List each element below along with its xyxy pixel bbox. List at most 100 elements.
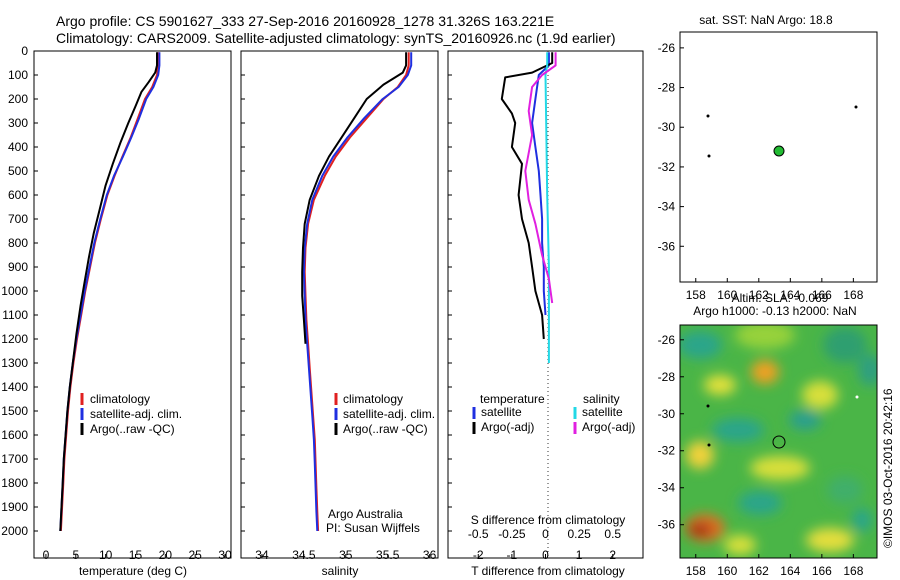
sla-blob bbox=[704, 375, 736, 395]
sla-map-title2: Argo h1000: -0.13 h2000: NaN bbox=[693, 304, 856, 318]
coast-dot bbox=[706, 114, 710, 118]
coast-dot bbox=[854, 105, 858, 109]
lon-tick-label: 168 bbox=[843, 564, 863, 578]
lat-tick-label: -26 bbox=[658, 333, 676, 347]
lat-tick-label: -32 bbox=[658, 444, 676, 458]
temperature-xticks: 0 5 10 15 20 25 30 bbox=[43, 548, 232, 562]
lon-tick-label: 168 bbox=[843, 288, 863, 302]
x-tick-label: 0 bbox=[43, 548, 50, 562]
depth-tick-label: 1100 bbox=[2, 308, 28, 322]
x-tick-label: 25 bbox=[189, 548, 203, 562]
depth-tick-label: 1200 bbox=[1, 332, 28, 346]
depth-tick-label: 2000 bbox=[1, 524, 28, 538]
depth-tick-label: 1700 bbox=[1, 452, 28, 466]
sla-blob bbox=[688, 523, 712, 537]
coast-dot bbox=[707, 443, 711, 447]
series-line bbox=[544, 52, 550, 363]
difference-profiles bbox=[500, 52, 557, 363]
lat-tick-label: -30 bbox=[658, 407, 676, 421]
s-diff-tick-label: 0.25 bbox=[567, 527, 591, 541]
x-tick-label: 5 bbox=[72, 548, 79, 562]
x-tick-label: 20 bbox=[159, 548, 173, 562]
depth-tick-label: 1400 bbox=[1, 380, 28, 394]
sla-map-ticks: -26 -28 -30 -32 -34 -36 158 160 162 164 166 168 bbox=[658, 333, 864, 578]
depth-tick-label: 500 bbox=[8, 164, 28, 178]
lat-tick-label: -32 bbox=[658, 160, 676, 174]
sla-blob bbox=[738, 491, 782, 515]
depth-tick-label: 200 bbox=[8, 92, 28, 106]
sla-blob bbox=[735, 325, 795, 349]
lon-tick-label: 166 bbox=[812, 288, 832, 302]
argo-location-marker bbox=[772, 435, 786, 449]
series-line bbox=[59, 52, 161, 532]
argo-location-marker bbox=[773, 145, 785, 157]
salinity-legend: climatology satellite-adj. clim. Argo(..… bbox=[334, 392, 435, 436]
x-tick-label: 30 bbox=[218, 548, 232, 562]
lat-tick-label: -28 bbox=[658, 81, 676, 95]
sla-blob bbox=[750, 456, 810, 480]
salinity-panel bbox=[240, 50, 439, 559]
x-tick-label: -2 bbox=[473, 548, 484, 562]
x-tick-label: 34 bbox=[255, 548, 269, 562]
x-tick-label: 1 bbox=[576, 548, 583, 562]
sla-field bbox=[680, 325, 877, 558]
legend-argo-label: Argo(..raw -QC) bbox=[343, 422, 428, 436]
sla-blob bbox=[680, 331, 722, 359]
depth-tick-label: 400 bbox=[8, 140, 28, 154]
lon-tick-label: 162 bbox=[749, 564, 769, 578]
depth-tick-label: 100 bbox=[8, 68, 28, 82]
sla-blob bbox=[789, 410, 821, 430]
depth-tick-label: 700 bbox=[8, 212, 28, 226]
sla-blob bbox=[827, 476, 863, 504]
x-tick-label: -1 bbox=[507, 548, 518, 562]
depth-tick-label: 800 bbox=[8, 236, 28, 250]
series-line bbox=[59, 52, 158, 532]
lat-tick-label: -30 bbox=[658, 120, 676, 134]
imos-watermark: ©IMOS 03-Oct-2016 20:42:16 bbox=[881, 388, 895, 548]
s-difference-label: S difference from climatology bbox=[471, 513, 626, 527]
sla-blob bbox=[712, 418, 764, 442]
sla-blob bbox=[751, 360, 779, 384]
depth-tick-label: 1800 bbox=[1, 476, 28, 490]
sla-blob bbox=[823, 327, 867, 363]
salinity-profiles bbox=[301, 52, 413, 532]
difference-xticks: -2 -1 0 1 2 -0.5 -0.25 0 0.25 0.5 bbox=[468, 527, 621, 562]
legend-salinity-title: salinity bbox=[583, 392, 620, 406]
legend-sal-argo-label: Argo(-adj) bbox=[582, 420, 635, 434]
x-tick-label: 34.5 bbox=[292, 548, 316, 562]
s-diff-tick-label: -0.5 bbox=[468, 527, 489, 541]
depth-axis: 0 100 200 300 400 500 600 700 800 900 1000 1100 1200… bbox=[1, 44, 452, 538]
sst-map-ticks: -26 -28 -30 -32 -34 -36 158 160 162 164 166 168 bbox=[658, 41, 864, 302]
legend-temperature-title: temperature bbox=[480, 392, 545, 406]
s-diff-tick-label: 0 bbox=[542, 527, 549, 541]
sst-map bbox=[679, 31, 878, 283]
sla-blob bbox=[806, 528, 854, 552]
lat-tick-label: -36 bbox=[658, 239, 676, 253]
credit-line1: Argo Australia bbox=[328, 507, 403, 521]
s-diff-tick-label: -0.25 bbox=[498, 527, 526, 541]
x-tick-label: 35 bbox=[339, 548, 353, 562]
legend-satellite-label: satellite-adj. clim. bbox=[90, 407, 182, 421]
coast-dot bbox=[707, 154, 711, 158]
temperature-legend: climatology satellite-adj. clim. Argo(..… bbox=[80, 392, 182, 436]
lon-tick-label: 158 bbox=[686, 564, 706, 578]
lon-tick-label: 164 bbox=[780, 564, 800, 578]
series-line bbox=[59, 52, 160, 532]
coast-dot bbox=[855, 395, 859, 399]
series-line bbox=[524, 52, 557, 304]
sla-blob bbox=[802, 381, 838, 409]
x-tick-label: 36 bbox=[423, 548, 437, 562]
x-tick-label: 10 bbox=[99, 548, 113, 562]
depth-tick-label: 900 bbox=[8, 260, 28, 274]
lat-tick-label: -26 bbox=[658, 41, 676, 55]
lon-tick-label: 166 bbox=[812, 564, 832, 578]
sla-blob bbox=[858, 354, 877, 386]
legend-satellite-label: satellite-adj. clim. bbox=[343, 407, 435, 421]
sla-blob bbox=[724, 535, 756, 555]
sla-blob bbox=[852, 508, 872, 532]
header-line2: Climatology: CARS2009. Satellite-adjuste… bbox=[56, 30, 616, 46]
lon-tick-label: 162 bbox=[749, 288, 769, 302]
depth-tick-label: 1600 bbox=[1, 428, 28, 442]
sst-map-title: sat. SST: NaN Argo: 18.8 bbox=[699, 13, 833, 27]
